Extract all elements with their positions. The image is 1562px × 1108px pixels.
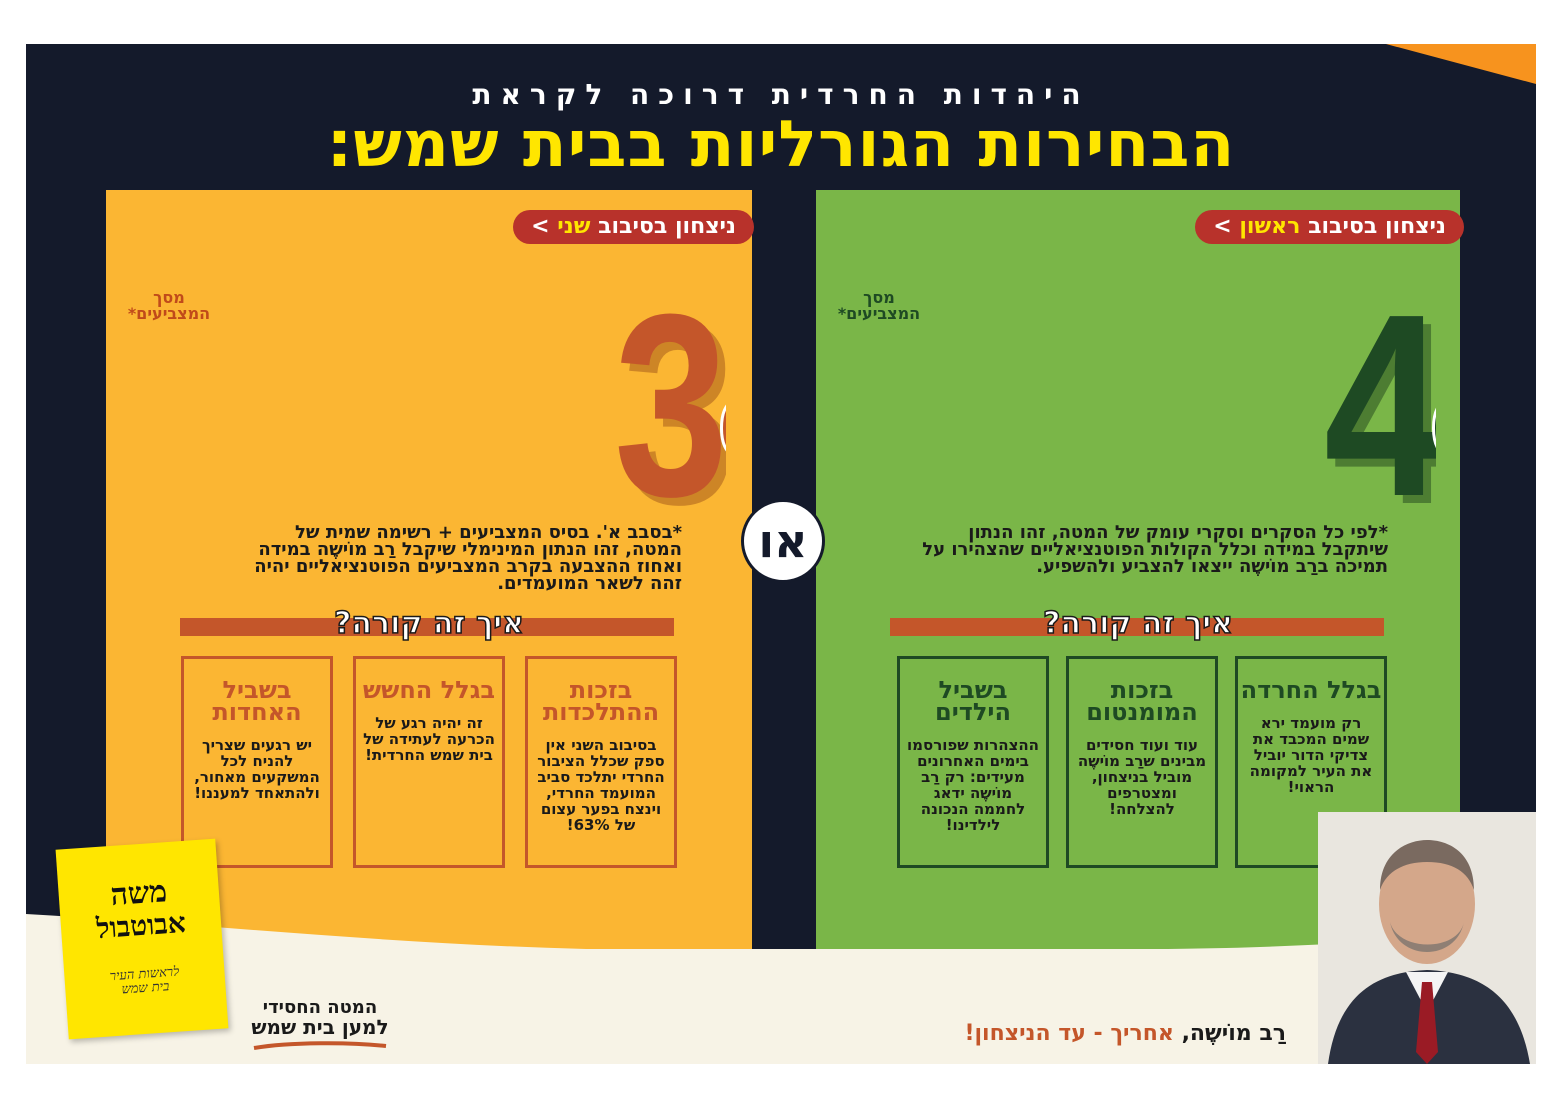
footnote-second: *בסבב א'. בסיס המצביעים + רשימה שמית של …: [254, 522, 682, 594]
reason-heading: בזכות ההתלכדות: [542, 676, 660, 726]
org-logo-line1: המטה החסידי: [262, 997, 378, 1018]
big-percentage-second: 35.6 35.6 %: [206, 260, 1022, 559]
reason-box: בשביל האחדות יש רגעים שצריך להניח לכל המ…: [181, 656, 333, 868]
round-label-highlight: ראשון: [1239, 214, 1301, 239]
voters-share-label-line2: המצביעים*: [127, 304, 211, 323]
reason-box: בזכות המומנטום עוד ועוד חסידים מבינים שר…: [1066, 656, 1218, 868]
reason-text: עוד ועוד חסידים מבינים שרַב מוֹישֶה מובי…: [1077, 736, 1207, 818]
big-number-text: 42.3: [1324, 261, 1436, 510]
slogan: רַב מוֹישֶה, אחריך - עד הניצחון!: [926, 1021, 1286, 1046]
org-logo: המטה החסידי למען בית שמש: [250, 999, 390, 1056]
how-title-text: איך זה קורה?: [333, 605, 524, 642]
reason-box: בשביל הילדים ההצהרות שפורסמו בימים האחרו…: [897, 656, 1049, 868]
round-label-arrow: >: [1213, 214, 1232, 239]
poster: היהדות החרדית דרוכה לקראת הבחירות הגורלי…: [26, 44, 1536, 1064]
voters-share-label: מסך המצביעים*: [824, 290, 934, 322]
round-label-highlight: שני: [557, 214, 591, 239]
round-label-arrow: >: [531, 214, 550, 239]
reason-heading: בזכות המומנטום: [1086, 676, 1198, 726]
how-title-second: איך זה קורה?: [106, 605, 752, 642]
how-divider-bar: [890, 618, 1384, 636]
reason-heading: בשביל האחדות: [212, 676, 302, 726]
voters-share-label-line2: המצביעים*: [837, 304, 921, 323]
voters-share-label-line1: מסך: [863, 288, 895, 307]
reason-text: בסיבוב השני אין ספק שכלל הציבור החרדי ית…: [537, 736, 665, 834]
reason-heading: בגלל החשש: [362, 676, 496, 704]
reason-text: יש רגעים שצריך להניח לכל המשקעים מאחור, …: [194, 736, 320, 802]
round-label-first: ניצחון בסיבוב ראשון >: [1195, 210, 1464, 244]
how-divider-bar: [180, 618, 674, 636]
reason-heading: בשביל הילדים: [935, 676, 1011, 726]
reason-box: בגלל החרדה רק מועמד ירא שמים המכבד את צד…: [1235, 656, 1387, 868]
round-label-prefix: ניצחון בסיבוב: [598, 214, 736, 239]
header-title: הבחירות הגורליות בבית שמש:: [326, 108, 1236, 182]
how-title-text: איך זה קורה?: [1042, 605, 1233, 642]
voters-share-label-line1: מסך: [153, 288, 185, 307]
org-logo-swoosh: [253, 1041, 387, 1050]
round-label-prefix: ניצחון בסיבוב: [1308, 214, 1446, 239]
slogan-rest: אחריך - עד הניצחון!: [964, 1021, 1174, 1046]
footnote-first: *לפי כל הסקרים וסקרי עומק של המטה, זהו ה…: [922, 522, 1388, 577]
reason-text: רק מועמד ירא שמים המכבד את צדיקי הדור יו…: [1249, 714, 1373, 796]
percent-sign: %: [1430, 368, 1436, 510]
percent-sign: %: [718, 368, 726, 510]
how-title-first: איך זה קורה?: [816, 605, 1460, 642]
reason-text: זה יהיה רגע של הכרעה לעתידה של בית שמש ה…: [363, 714, 495, 764]
big-percentage-graphic: 35.6 35.6 %: [614, 261, 1022, 559]
big-percentage-first: 42.3 42.3 %: [896, 260, 1536, 559]
big-percentage-graphic: 42.3 42.3 %: [1324, 261, 1536, 559]
voters-share-label: מסך המצביעים*: [114, 290, 224, 322]
candidate-name-tag: משה אבוטבול לראשות העיר בית שמש: [55, 838, 229, 1040]
reason-box: בזכות ההתלכדות בסיבוב השני אין ספק שכלל …: [525, 656, 677, 868]
big-number-text: 35.6: [614, 261, 726, 510]
slogan-name: רַב מוֹישֶה,: [1181, 1021, 1286, 1046]
reason-box: בגלל החשש זה יהיה רגע של הכרעה לעתידה של…: [353, 656, 505, 868]
vs-circle: או: [741, 499, 825, 583]
candidate-role: לראשות העיר בית שמש: [64, 962, 226, 1001]
org-logo-line2: למען בית שמש: [251, 1015, 389, 1039]
orange-corner-decoration: [1386, 44, 1536, 84]
reason-heading: בגלל החרדה: [1240, 676, 1382, 704]
round-label-second: ניצחון בסיבוב שני >: [513, 210, 754, 244]
candidate-portrait: [1318, 812, 1536, 1064]
reason-text: ההצהרות שפורסמו בימים האחרונים מעידים: ר…: [907, 736, 1039, 834]
header-subtitle: היהדות החרדית דרוכה לקראת: [472, 78, 1090, 111]
